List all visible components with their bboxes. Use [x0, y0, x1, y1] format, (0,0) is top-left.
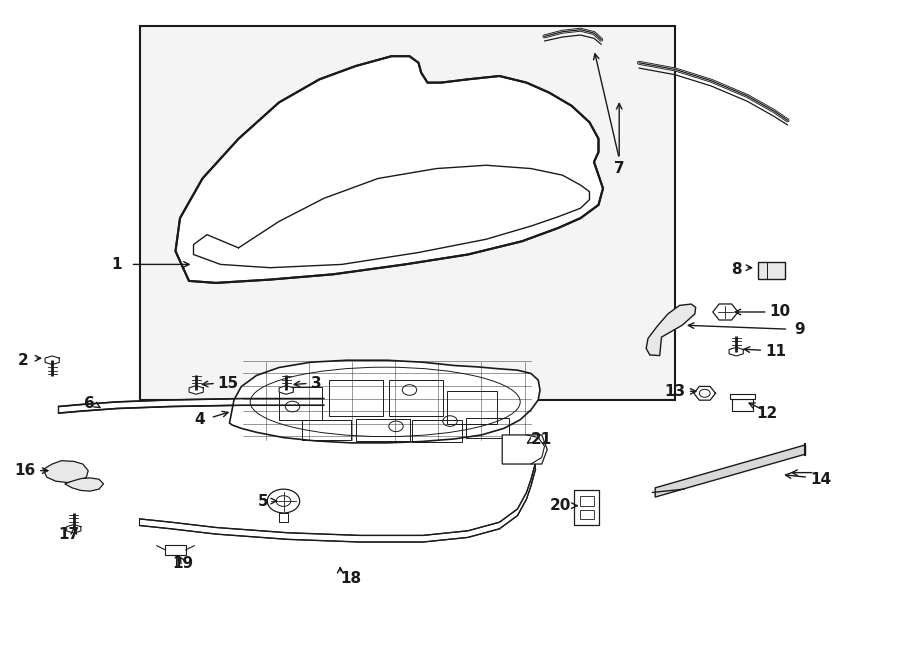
Text: 7: 7 [614, 161, 625, 176]
Text: 6: 6 [84, 396, 94, 410]
Text: 5: 5 [257, 494, 268, 508]
Text: 15: 15 [218, 376, 238, 391]
Text: 17: 17 [58, 527, 79, 541]
Text: 20: 20 [550, 498, 572, 513]
Text: 8: 8 [731, 262, 742, 276]
Text: 9: 9 [794, 322, 805, 336]
Text: 16: 16 [14, 463, 36, 478]
Text: 21: 21 [531, 432, 553, 447]
Polygon shape [713, 304, 738, 320]
Bar [580, 510, 594, 519]
Text: 18: 18 [340, 571, 361, 586]
Polygon shape [45, 356, 59, 365]
Polygon shape [67, 525, 81, 533]
Bar [758, 262, 785, 279]
Text: 1: 1 [111, 257, 122, 272]
Bar [302, 420, 351, 440]
Bar [466, 418, 509, 438]
Text: 19: 19 [173, 556, 194, 570]
Polygon shape [502, 435, 547, 464]
Bar [447, 391, 497, 424]
Bar [730, 395, 755, 399]
Text: 2: 2 [18, 353, 29, 368]
Polygon shape [694, 387, 716, 400]
Polygon shape [729, 348, 743, 356]
Polygon shape [140, 446, 536, 542]
Bar [328, 380, 382, 416]
Circle shape [267, 489, 300, 513]
Bar [140, 26, 675, 400]
Text: 4: 4 [194, 412, 205, 427]
Bar [412, 420, 462, 442]
Polygon shape [58, 399, 324, 413]
Polygon shape [189, 386, 203, 394]
Bar [356, 419, 410, 441]
Text: 13: 13 [665, 384, 686, 399]
Bar [574, 490, 599, 525]
Bar [389, 380, 443, 416]
Polygon shape [176, 56, 603, 283]
Polygon shape [655, 445, 806, 497]
Polygon shape [646, 304, 696, 356]
Bar [166, 545, 185, 555]
Text: 10: 10 [770, 305, 790, 319]
Text: 3: 3 [310, 376, 321, 391]
Bar [732, 399, 753, 411]
Bar [580, 496, 594, 506]
Bar [279, 387, 322, 420]
Text: 11: 11 [765, 344, 786, 359]
Text: 14: 14 [810, 472, 831, 486]
Text: 12: 12 [756, 406, 778, 420]
Polygon shape [43, 461, 88, 483]
Polygon shape [279, 386, 293, 394]
Polygon shape [230, 360, 540, 443]
Polygon shape [65, 478, 104, 491]
